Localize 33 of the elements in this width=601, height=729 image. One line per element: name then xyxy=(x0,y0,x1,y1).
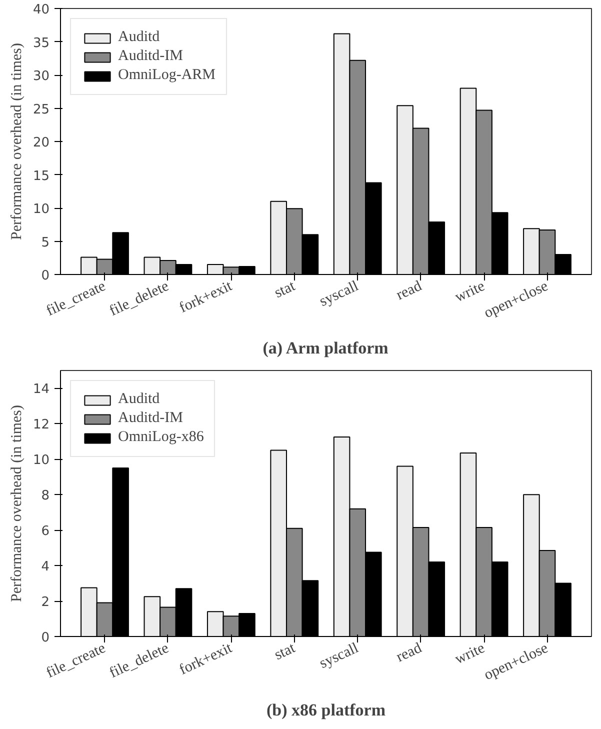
y-tick-label: 0 xyxy=(41,268,50,284)
x-tick-label: stat xyxy=(272,278,299,302)
legend-label: OmniLog-x86 xyxy=(118,429,204,446)
y-tick-label: 10 xyxy=(32,202,50,217)
y-tick-label: 20 xyxy=(32,136,50,150)
legend-label: Auditd-IM xyxy=(118,48,183,65)
y-tick-label: 35 xyxy=(32,36,50,51)
y-axis-title: Performance overhead (in times) xyxy=(8,42,25,240)
legend-label: Auditd-IM xyxy=(118,410,183,427)
x-tick-label: read xyxy=(394,278,425,304)
y-tick-label: 14 xyxy=(32,382,50,398)
y-tick-label: 2 xyxy=(41,595,50,610)
y-tick-label: 0 xyxy=(41,630,50,646)
y-tick-label: 10 xyxy=(32,453,50,468)
text: (a) Arm platform xyxy=(262,338,388,358)
y-tick-label: 15 xyxy=(32,168,50,184)
y-tick-label: 6 xyxy=(41,524,50,540)
x-tick-label: write xyxy=(452,278,488,306)
x-tick-label: stat xyxy=(272,640,299,664)
y-tick-label: 5 xyxy=(41,235,50,250)
x-tick-label: write xyxy=(452,640,488,668)
y-tick-label: 4 xyxy=(41,560,50,575)
y-tick-label: 12 xyxy=(32,418,50,433)
legend-label: OmniLog-ARM xyxy=(118,67,216,84)
legend-label: Auditd xyxy=(118,391,160,408)
legend-label: Auditd xyxy=(118,29,160,46)
y-tick-label: 30 xyxy=(32,69,50,84)
text: (b) x86 platform xyxy=(266,700,386,720)
x-tick-label: read xyxy=(394,640,425,666)
y-tick-label: 40 xyxy=(32,2,50,18)
y-tick-label: 25 xyxy=(32,102,50,118)
y-axis-title: Performance overhead (in times) xyxy=(8,404,25,602)
y-tick-label: 8 xyxy=(41,488,50,504)
